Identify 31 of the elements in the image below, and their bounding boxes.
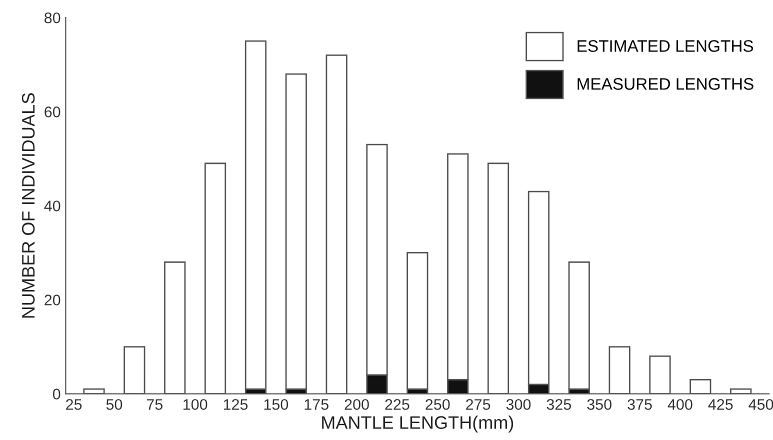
x-tick-label: 325 [546,399,572,410]
x-tick-label: 350 [587,399,612,410]
bar [406,252,428,390]
x-tick-label: 400 [668,399,692,410]
x-tick-label: 275 [466,399,490,410]
bar [285,73,307,390]
y-tick-label: 60 [44,106,60,118]
bar [244,40,267,390]
x-tick-label: 250 [426,399,450,410]
y-axis-title: NUMBER OF INDIVIDUALS [22,93,35,318]
bar [568,261,590,390]
y-tick-label: 20 [44,294,60,306]
x-tick-label: 375 [628,399,652,410]
x-tick-label: 125 [224,399,248,410]
x-tick-label: 175 [304,399,328,410]
y-tick-label: 0 [52,388,60,400]
x-tick-label: 225 [385,399,410,410]
x-tick-label: 100 [183,399,208,410]
y-tick-label: 80 [44,12,60,24]
legend-label: ESTIMATED LENGTHS [578,40,754,52]
x-axis-title: MANTLE LENGTH(mm) [322,416,514,433]
y-tick-label: 40 [44,200,60,212]
x-tick-label: 450 [748,399,773,410]
x-tick-label: 75 [146,399,162,410]
x-tick-label: 25 [66,399,82,410]
x-tick-label: 200 [344,399,369,410]
x-tick-label: 50 [106,399,122,410]
x-tick-label: 425 [708,399,733,410]
legend-label: MEASURED LENGTHS [578,78,754,90]
x-tick-label: 150 [264,399,288,410]
x-tick-label: 300 [506,399,531,410]
